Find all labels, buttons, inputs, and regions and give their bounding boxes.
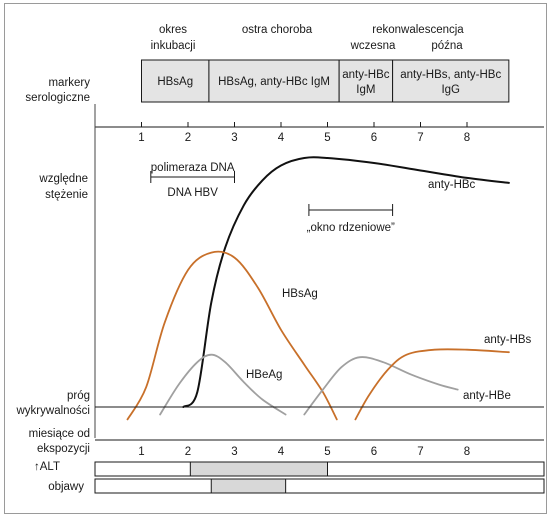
marker-box-2-line-1: IgM bbox=[356, 84, 375, 96]
top-tick-label-8: 8 bbox=[464, 132, 470, 144]
core-window-bracket: „okno rdzeniowe” bbox=[307, 204, 395, 234]
series-label-anty-hbe: anty-HBe bbox=[463, 390, 511, 402]
marker-box-3-line-0: anty-HBs, anty-HBc bbox=[400, 69, 501, 81]
top-tick-label-6: 6 bbox=[371, 132, 377, 144]
curve-anty-hbs bbox=[354, 348, 510, 421]
top-tick-label-7: 7 bbox=[417, 132, 423, 144]
threshold-label-line2: wykrywalności bbox=[16, 405, 91, 417]
marker-box-3-line-1: IgG bbox=[441, 84, 460, 96]
curve-anty-hbc bbox=[182, 156, 510, 408]
bottom-tick-label-7: 7 bbox=[417, 446, 423, 458]
alt-band bbox=[189, 461, 328, 477]
bottom-tick-label-2: 2 bbox=[185, 446, 191, 458]
symptoms-row bbox=[94, 478, 545, 494]
top-axis-ticks: 1 2 3 4 5 6 7 8 bbox=[138, 122, 470, 144]
marker-box-0 bbox=[141, 59, 210, 103]
bottom-tick-label-3: 3 bbox=[231, 446, 237, 458]
symptoms-band bbox=[210, 478, 287, 494]
series-label-anty-hbc: anty-HBc bbox=[428, 179, 476, 191]
top-tick-label-2: 2 bbox=[185, 132, 191, 144]
dna-polymerase-label: polimeraza DNA bbox=[151, 162, 235, 174]
curve-anty-hbe bbox=[303, 356, 459, 416]
phase-incubation-line2: inkubacji bbox=[151, 40, 196, 52]
bottom-tick-label-6: 6 bbox=[371, 446, 377, 458]
phase-early: wczesna bbox=[350, 40, 396, 52]
phase-convalescence: rekonwalescencja bbox=[372, 24, 464, 36]
series-label-anty-hbs: anty-HBs bbox=[484, 334, 532, 346]
bottom-tick-label-1: 1 bbox=[138, 446, 144, 458]
figure-frame bbox=[4, 3, 547, 514]
series-label-hbeag: HBeAg bbox=[246, 369, 282, 381]
symptoms-label: objawy bbox=[48, 481, 84, 493]
markers-label-line2: serologiczne bbox=[25, 92, 90, 104]
bottom-tick-label-5: 5 bbox=[324, 446, 330, 458]
marker-box-0-line-0: HBsAg bbox=[157, 76, 193, 88]
top-tick-label-3: 3 bbox=[231, 132, 237, 144]
dna-hbv-label: DNA HBV bbox=[167, 187, 218, 199]
marker-box-1 bbox=[208, 59, 340, 103]
serologic-marker-boxes: HBsAg HBsAg, anty-HBc IgM anty-HBc IgM anty-… bbox=[141, 59, 510, 103]
threshold-label-line1: próg bbox=[67, 390, 90, 402]
curve-hbsag bbox=[126, 250, 338, 421]
bottom-tick-label-4: 4 bbox=[278, 446, 285, 458]
y-label-line2: stężenie bbox=[45, 189, 88, 201]
markers-label-line1: markery bbox=[48, 77, 90, 89]
x-label-line2: ekspozycji bbox=[37, 443, 90, 455]
y-label-line1: względne bbox=[38, 173, 88, 185]
dna-bracket: polimeraza DNA DNA HBV bbox=[150, 162, 235, 199]
series-label-hbsag: HBsAg bbox=[282, 288, 318, 300]
concentration-curves bbox=[126, 156, 510, 421]
top-tick-label-1: 1 bbox=[138, 132, 144, 144]
curve-hbeag bbox=[159, 353, 287, 416]
core-window-label: „okno rdzeniowe” bbox=[307, 222, 395, 234]
x-label-line1: miesiące od bbox=[29, 428, 90, 440]
marker-box-3 bbox=[392, 59, 510, 103]
phase-late: późna bbox=[431, 40, 463, 52]
bottom-tick-label-8: 8 bbox=[464, 446, 470, 458]
phase-incubation-line1: okres bbox=[159, 24, 187, 36]
alt-label: ↑ALT bbox=[34, 461, 60, 473]
phase-acute: ostra choroba bbox=[242, 24, 313, 36]
bottom-axis-ticks: 1 2 3 4 5 6 7 8 bbox=[95, 439, 544, 458]
marker-box-2-line-0: anty-HBc bbox=[342, 69, 390, 81]
top-tick-label-4: 4 bbox=[278, 132, 285, 144]
top-tick-label-5: 5 bbox=[324, 132, 330, 144]
marker-box-1-line-0: HBsAg, anty-HBc IgM bbox=[218, 76, 330, 88]
